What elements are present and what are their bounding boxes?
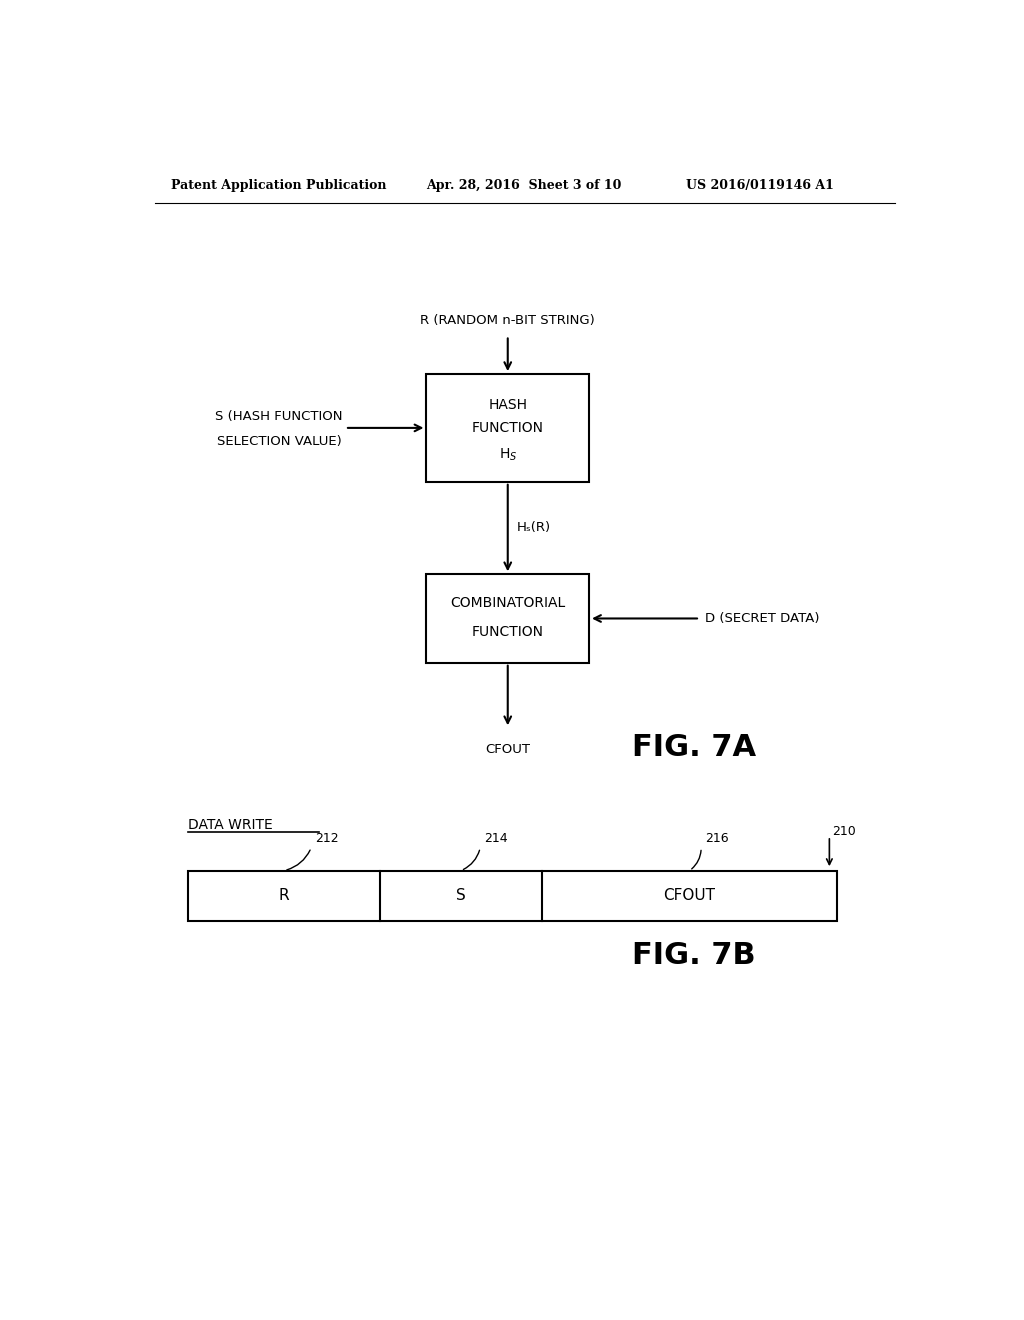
Text: R (RANDOM n-BIT STRING): R (RANDOM n-BIT STRING) xyxy=(421,314,595,326)
Text: 216: 216 xyxy=(706,832,729,845)
Bar xyxy=(426,574,589,663)
Text: H$_S$: H$_S$ xyxy=(499,446,517,463)
Text: FIG. 7A: FIG. 7A xyxy=(632,733,756,762)
Text: 214: 214 xyxy=(484,832,508,845)
Text: COMBINATORIAL: COMBINATORIAL xyxy=(451,597,565,610)
Text: Patent Application Publication: Patent Application Publication xyxy=(171,178,386,191)
Bar xyxy=(426,374,589,482)
Text: FUNCTION: FUNCTION xyxy=(472,626,544,639)
Text: 210: 210 xyxy=(831,825,855,838)
Text: S: S xyxy=(456,888,466,903)
Text: DATA WRITE: DATA WRITE xyxy=(188,818,273,832)
Text: CFOUT: CFOUT xyxy=(664,888,716,903)
Text: Apr. 28, 2016  Sheet 3 of 10: Apr. 28, 2016 Sheet 3 of 10 xyxy=(426,178,622,191)
Text: CFOUT: CFOUT xyxy=(485,743,530,756)
Text: D (SECRET DATA): D (SECRET DATA) xyxy=(706,612,820,624)
Text: FUNCTION: FUNCTION xyxy=(472,421,544,434)
Text: Hₛ(R): Hₛ(R) xyxy=(517,521,551,535)
Text: R: R xyxy=(279,888,290,903)
Text: S (HASH FUNCTION: S (HASH FUNCTION xyxy=(215,409,343,422)
Bar xyxy=(188,871,838,921)
Text: FIG. 7B: FIG. 7B xyxy=(632,941,756,970)
Text: US 2016/0119146 A1: US 2016/0119146 A1 xyxy=(686,178,834,191)
Text: SELECTION VALUE): SELECTION VALUE) xyxy=(217,436,341,449)
Text: HASH: HASH xyxy=(488,397,527,412)
Text: 212: 212 xyxy=(315,832,339,845)
